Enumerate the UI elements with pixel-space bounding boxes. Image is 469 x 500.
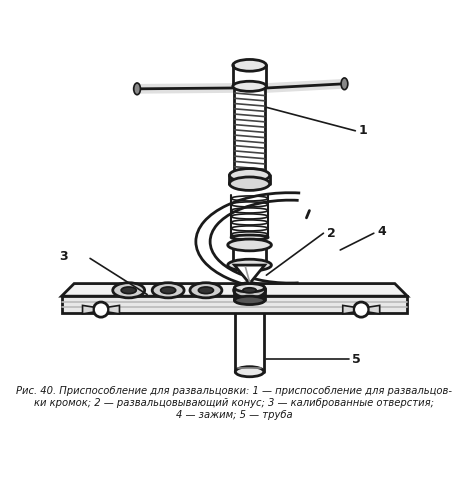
Polygon shape	[83, 306, 93, 314]
Ellipse shape	[134, 83, 140, 94]
Ellipse shape	[354, 302, 369, 317]
Ellipse shape	[243, 288, 256, 293]
Polygon shape	[369, 306, 380, 314]
Ellipse shape	[233, 60, 266, 71]
Text: ки кромок; 2 — развальцовывающий конус; 3 — калиброванные отверстия;: ки кромок; 2 — развальцовывающий конус; …	[34, 398, 434, 408]
Text: 2: 2	[327, 226, 335, 239]
Ellipse shape	[233, 82, 266, 92]
Text: 1: 1	[359, 124, 367, 138]
Ellipse shape	[152, 282, 184, 298]
Text: 4 — зажим; 5 — труба: 4 — зажим; 5 — труба	[176, 410, 293, 420]
Polygon shape	[61, 284, 408, 296]
Polygon shape	[234, 265, 265, 283]
Ellipse shape	[231, 235, 268, 240]
Polygon shape	[343, 306, 354, 314]
Text: 3: 3	[59, 250, 68, 263]
Polygon shape	[61, 296, 408, 313]
Ellipse shape	[190, 282, 222, 298]
Ellipse shape	[234, 282, 265, 298]
Text: 4: 4	[377, 225, 386, 238]
Ellipse shape	[160, 287, 176, 294]
Ellipse shape	[228, 259, 272, 271]
Ellipse shape	[228, 239, 272, 251]
Text: Рис. 40. Приспособление для развальцовки: 1 — приспособление для развальцов-: Рис. 40. Приспособление для развальцовки…	[16, 386, 453, 396]
Polygon shape	[108, 306, 120, 314]
Ellipse shape	[341, 78, 348, 90]
Ellipse shape	[198, 287, 213, 294]
Ellipse shape	[234, 296, 265, 304]
Ellipse shape	[229, 177, 270, 190]
Ellipse shape	[93, 302, 108, 317]
Text: 5: 5	[352, 352, 361, 366]
Ellipse shape	[113, 282, 144, 298]
Ellipse shape	[235, 366, 264, 377]
Ellipse shape	[121, 287, 136, 294]
Ellipse shape	[234, 284, 265, 292]
Ellipse shape	[229, 168, 270, 182]
